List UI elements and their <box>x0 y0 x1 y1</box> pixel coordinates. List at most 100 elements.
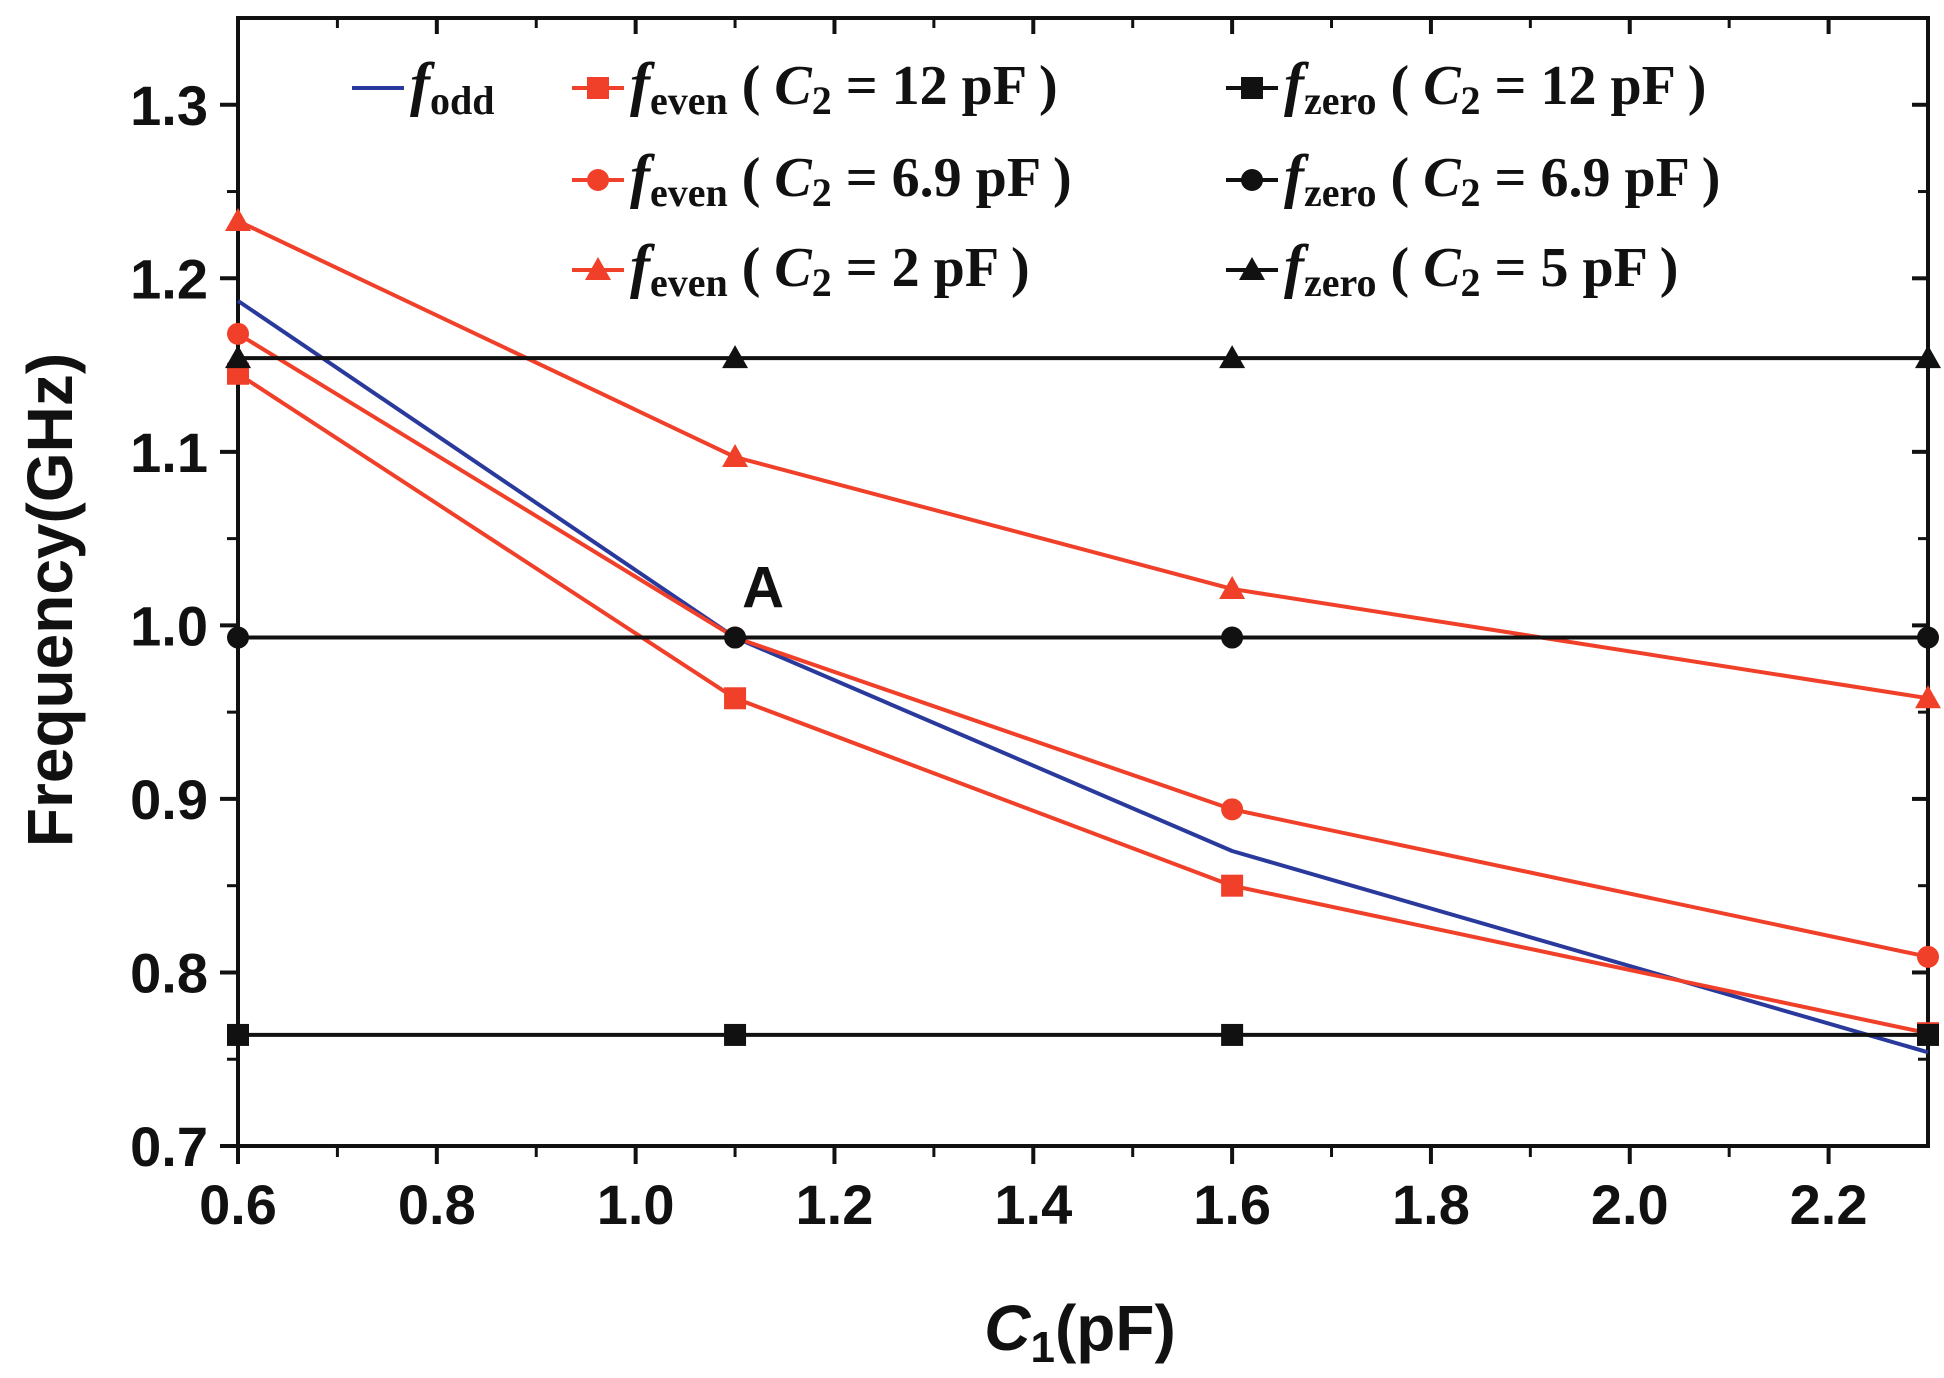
data-point-even69 <box>227 322 249 345</box>
legend-open: ( <box>728 147 775 209</box>
legend-cond-var: C <box>1423 237 1461 299</box>
legend-marker <box>1239 257 1265 280</box>
legend-cond-sub: 2 <box>1461 78 1481 123</box>
legend-cond-value: = 5 pF ) <box>1481 237 1679 299</box>
plot-frame <box>236 16 1930 1148</box>
x-tick-label: 1.4 <box>994 1173 1072 1236</box>
data-point-zero5 <box>225 345 251 369</box>
legend-marker <box>587 169 609 191</box>
legend-item-even69: feven ( C2 = 6.9 pF ) <box>572 143 1072 215</box>
x-axis-title: C1(pF) <box>984 1292 1176 1372</box>
x-tick-label: 0.8 <box>398 1173 476 1236</box>
x-tick-label: 2.2 <box>1790 1173 1868 1236</box>
legend-marker <box>585 257 611 280</box>
x-tick-label: 1.6 <box>1193 1173 1271 1236</box>
x-tick-label: 1.0 <box>597 1173 675 1236</box>
y-tick-label: 0.7 <box>130 1115 208 1178</box>
legend-sub: even <box>650 260 728 305</box>
legend-label: fodd <box>410 51 494 123</box>
y-axis: 0.7 0.8 0.9 1.0 1.1 1.2 1.3 <box>130 74 1928 1178</box>
legend-cond-value: = 12 pF ) <box>832 55 1058 117</box>
legend-cond-sub: 2 <box>812 170 832 215</box>
data-point-even12 <box>724 687 747 710</box>
series-line-even69 <box>236 332 1929 959</box>
legend-cond-var: C <box>1423 147 1461 209</box>
legend-label: fzero ( C2 = 6.9 pF ) <box>1284 143 1720 215</box>
series-zero12 <box>227 1023 1939 1046</box>
data-point-even12 <box>227 362 249 385</box>
legend-label: feven ( C2 = 6.9 pF ) <box>630 143 1072 215</box>
legend-marker <box>1241 169 1263 191</box>
legend-item-zero12: fzero ( C2 = 12 pF ) <box>1226 51 1706 123</box>
x-axis-title-var: C <box>984 1292 1031 1364</box>
x-tick-label: 1.2 <box>796 1173 874 1236</box>
legend-label: feven ( C2 = 12 pF ) <box>630 51 1058 123</box>
annotation-layer: A <box>742 556 784 621</box>
data-point-even2 <box>1219 575 1246 599</box>
legend-open: ( <box>1377 147 1424 209</box>
data-point-zero12 <box>724 1023 747 1046</box>
x-tick-label: 2.0 <box>1591 1173 1669 1236</box>
data-point-even2 <box>722 444 749 468</box>
x-tick-label: 0.6 <box>199 1173 277 1236</box>
x-axis: 0.6 0.8 1.0 1.2 1.4 1.6 1.8 2.0 2.2 <box>199 18 1868 1236</box>
data-point-zero12 <box>1221 1023 1244 1046</box>
y-tick-label: 1.0 <box>130 594 208 657</box>
legend-label: feven ( C2 = 2 pF ) <box>630 233 1030 305</box>
y-tick-label: 1.1 <box>130 421 208 484</box>
legend-sub: zero <box>1304 78 1377 123</box>
legend-cond-var: C <box>774 55 812 117</box>
legend-sub: even <box>650 170 728 215</box>
data-point-zero5 <box>722 345 749 369</box>
data-point-zero5 <box>1219 345 1246 369</box>
data-point-even69 <box>1917 945 1939 968</box>
legend-open: ( <box>1377 55 1424 117</box>
data-point-even69 <box>1221 798 1244 821</box>
x-axis-title-sub: 1 <box>1030 1323 1054 1372</box>
legend-item-even12: feven ( C2 = 12 pF ) <box>572 51 1058 123</box>
legend-cond-value: = 12 pF ) <box>1481 55 1707 117</box>
series-line-odd <box>236 299 1929 1055</box>
legend-cond-sub: 2 <box>812 78 832 123</box>
legend-cond-sub: 2 <box>1461 260 1481 305</box>
y-tick-label: 1.3 <box>130 74 208 137</box>
x-tick-label: 1.8 <box>1392 1173 1470 1236</box>
legend: fodd feven ( C2 = 12 pF ) fzero ( C2 = 12 … <box>352 51 1720 305</box>
legend-marker <box>1241 77 1263 99</box>
legend-item-even2: feven ( C2 = 2 pF ) <box>572 233 1030 305</box>
legend-label: fzero ( C2 = 5 pF ) <box>1284 233 1678 305</box>
series-layer <box>225 208 1941 1055</box>
legend-sub: even <box>650 78 728 123</box>
data-point-even12 <box>1221 874 1244 897</box>
legend-open: ( <box>1377 237 1424 299</box>
series-even69 <box>227 322 1939 968</box>
data-point-zero12 <box>227 1023 249 1046</box>
legend-open: ( <box>728 237 775 299</box>
legend-marker <box>587 77 609 99</box>
series-even2 <box>225 208 1941 709</box>
y-axis-title: Frequency(GHz) <box>14 353 86 847</box>
series-odd <box>236 299 1929 1055</box>
y-tick-label: 0.8 <box>130 941 208 1004</box>
legend-item-zero69: fzero ( C2 = 6.9 pF ) <box>1226 143 1720 215</box>
legend-cond-value: = 6.9 pF ) <box>832 147 1072 209</box>
legend-cond-var: C <box>1423 55 1461 117</box>
legend-sub: zero <box>1304 170 1377 215</box>
series-line-even12 <box>236 372 1929 1036</box>
data-point-zero5 <box>1915 345 1941 369</box>
legend-cond-sub: 2 <box>1461 170 1481 215</box>
data-point-zero69 <box>1917 626 1939 649</box>
legend-item-odd: fodd <box>352 51 494 123</box>
legend-sub: odd <box>430 78 495 123</box>
data-point-zero12 <box>1917 1023 1939 1046</box>
data-point-zero69 <box>1221 626 1244 649</box>
series-line-even2 <box>237 219 1929 701</box>
annotation-label: A <box>742 556 784 621</box>
data-point-zero69 <box>724 626 747 649</box>
data-point-even2 <box>1915 685 1941 709</box>
series-zero5 <box>225 345 1941 369</box>
legend-label: fzero ( C2 = 12 pF ) <box>1284 51 1706 123</box>
data-point-even2 <box>225 208 251 232</box>
legend-cond-var: C <box>774 237 812 299</box>
